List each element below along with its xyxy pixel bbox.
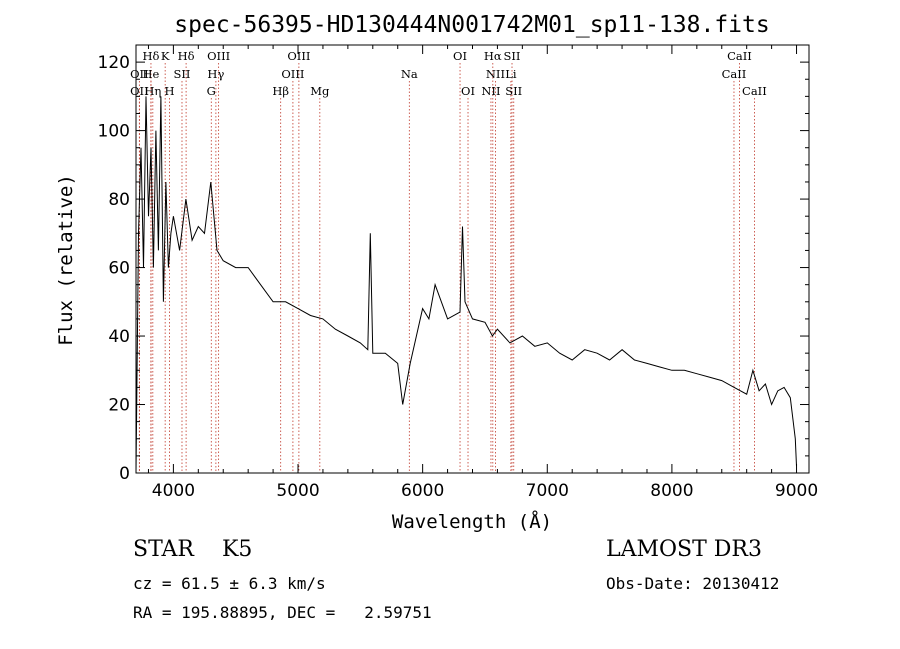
spectral-line-label-lines_top-8: CaII xyxy=(727,49,752,63)
spectral-line-label-lines_mid-2: SII xyxy=(174,67,191,81)
spectral-line-label-lines_mid-0: OII xyxy=(130,67,149,81)
x-axis-label: Wavelength (Å) xyxy=(392,510,552,533)
spectral-line-label-lines_top-3: OIII xyxy=(207,49,230,63)
spectral-line-label-lines_bottom-5: Mg xyxy=(310,84,330,98)
spectral-line-label-lines_top-5: OI xyxy=(453,49,467,63)
y-tick-label-3: 60 xyxy=(108,259,130,279)
x-tick-label-5: 9000 xyxy=(775,481,818,501)
axis-ticks: 4000 5000 6000 7000 8000 9000 0 20 40 60 80 100 120 xyxy=(98,45,818,501)
y-tick-label-6: 120 xyxy=(98,53,130,73)
x-tick-label-0: 4000 xyxy=(152,481,195,501)
cz-label: cz = 61.5 ± 6.3 km/s xyxy=(133,574,326,593)
spectral-line-label-lines_mid-3: Hγ xyxy=(207,67,224,81)
x-tick-label-1: 5000 xyxy=(276,481,319,501)
x-tick-label-2: 6000 xyxy=(401,481,444,501)
spectral-line-label-lines_bottom-9: CaII xyxy=(742,84,767,98)
spectral-line-label-lines_bottom-1: Hη xyxy=(144,84,161,98)
spectral-line-label-lines_mid-7: Li xyxy=(505,67,517,81)
spectral-line-label-lines_mid-4: OIII xyxy=(281,67,304,81)
spectral-line-label-lines_bottom-2: H xyxy=(165,84,175,98)
class-label: STAR K5 xyxy=(133,537,253,562)
spectral-line-label-lines_top-1: K xyxy=(161,49,170,63)
spectral-line-label-lines_mid-1: He xyxy=(143,67,160,81)
x-tick-label-4: 8000 xyxy=(650,481,693,501)
spectral-line-label-lines_top-6: Hα xyxy=(484,49,502,63)
spectral-line-label-lines_mid-6: NII xyxy=(486,67,505,81)
spectral-line-label-lines_bottom-8: SII xyxy=(505,84,522,98)
spectral-line-label-lines_top-7: SII xyxy=(504,49,521,63)
spectral-line-label-lines_bottom-0: OII xyxy=(130,84,149,98)
y-tick-label-5: 100 xyxy=(98,122,130,142)
survey-label: LAMOST DR3 xyxy=(606,537,762,562)
spectral-line-label-lines_top-0: Hδ xyxy=(142,49,159,63)
y-tick-label-2: 40 xyxy=(108,327,130,347)
spectral-line-label-lines_bottom-4: Hβ xyxy=(272,84,289,98)
obs-date-label: Obs-Date: 20130412 xyxy=(606,574,780,593)
spectral-line-label-lines_mid-8: CaII xyxy=(722,67,747,81)
chart-title: spec-56395-HD130444N001742M01_sp11-138.f… xyxy=(174,12,769,38)
spectral-line-label-lines_bottom-3: G xyxy=(207,84,216,98)
spectral-line-label-lines_bottom-7: NII xyxy=(481,84,500,98)
spectral-line-label-lines_mid-5: Na xyxy=(401,67,418,81)
x-tick-label-3: 7000 xyxy=(526,481,569,501)
y-tick-label-4: 80 xyxy=(108,190,130,210)
spectral-line-label-lines_bottom-6: OI xyxy=(461,84,475,98)
spectral-line-label-lines_top-2: Hδ xyxy=(178,49,195,63)
y-tick-label-0: 0 xyxy=(119,464,130,484)
y-axis-label: Flux (relative) xyxy=(55,174,77,346)
flux-series xyxy=(135,96,797,474)
spectral-line-label-lines_top-4: OIII xyxy=(287,49,310,63)
plot-frame xyxy=(135,44,810,474)
radec-label: RA = 195.88895, DEC = 2.59751 xyxy=(133,603,432,622)
y-tick-label-1: 20 xyxy=(108,396,130,416)
